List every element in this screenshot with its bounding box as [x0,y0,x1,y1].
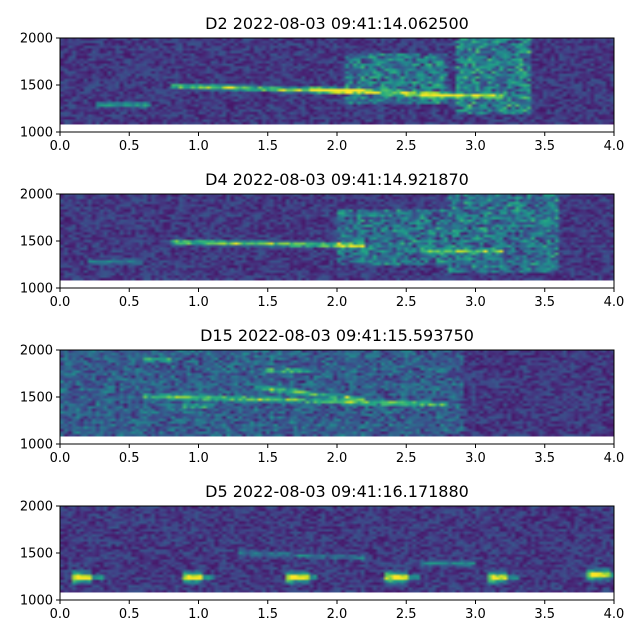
x-tick-label: 0.0 [50,451,71,466]
spectrogram-image [60,350,614,437]
x-tick-label: 3.5 [534,139,555,154]
x-tick-label: 0.0 [50,295,71,310]
x-tick-label: 2.0 [327,607,348,622]
x-tick-label: 2.5 [396,607,417,622]
y-tick-label: 1000 [20,282,53,297]
x-tick-label: 3.0 [465,607,486,622]
spectrogram-panel-2: D4 2022-08-03 09:41:14.921870 0.0 0.5 1.0 1.… [20,170,624,310]
y-tick-label: 2000 [20,32,53,47]
x-tick-label: 0.5 [119,607,140,622]
x-tick-label: 1.0 [188,607,209,622]
x-tick-label: 2.5 [396,451,417,466]
panel-title: D4 2022-08-03 09:41:14.921870 [205,170,469,189]
x-tick-label: 3.5 [534,295,555,310]
panel-title: D15 2022-08-03 09:41:15.593750 [200,326,474,345]
x-tick-label: 4.0 [604,139,625,154]
y-tick-label: 2000 [20,500,53,515]
spectrogram-image [60,506,614,593]
x-tick-label: 3.0 [465,139,486,154]
y-tick-label: 1000 [20,438,53,453]
x-tick-label: 2.5 [396,139,417,154]
y-tick-label: 2000 [20,188,53,203]
x-tick-label: 1.0 [188,295,209,310]
x-tick-label: 4.0 [604,451,625,466]
y-tick-label: 2000 [20,344,53,359]
y-tick-label: 1500 [20,235,53,250]
spectrogram-image [60,194,614,281]
y-tick-label: 1000 [20,594,53,609]
x-tick-label: 0.0 [50,607,71,622]
x-tick-label: 0.5 [119,139,140,154]
panel-title: D5 2022-08-03 09:41:16.171880 [205,482,469,501]
x-tick-label: 1.5 [257,451,278,466]
y-tick-label: 1000 [20,126,53,141]
x-tick-label: 1.5 [257,607,278,622]
x-tick-label: 3.5 [534,451,555,466]
x-tick-label: 3.5 [534,607,555,622]
x-tick-label: 0.5 [119,295,140,310]
x-tick-label: 2.0 [327,139,348,154]
spectrogram-panel-1: D2 2022-08-03 09:41:14.062500 0.0 0.5 1.0 1.… [20,14,624,154]
spectrogram-panel-4: D5 2022-08-03 09:41:16.171880 0.0 0.5 1.0 1.… [20,482,624,622]
x-tick-label: 2.0 [327,295,348,310]
y-tick-label: 1500 [20,391,53,406]
panel-title: D2 2022-08-03 09:41:14.062500 [205,14,469,33]
y-tick-label: 1500 [20,547,53,562]
x-tick-label: 2.5 [396,295,417,310]
spectrogram-image [60,38,614,125]
x-tick-label: 3.0 [465,295,486,310]
x-tick-label: 1.5 [257,295,278,310]
x-tick-label: 4.0 [604,295,625,310]
y-tick-label: 1500 [20,79,53,94]
x-tick-label: 0.0 [50,139,71,154]
spectrogram-panel-3: D15 2022-08-03 09:41:15.593750 0.0 0.5 1.0 1… [20,326,624,466]
x-tick-label: 1.0 [188,451,209,466]
x-tick-label: 4.0 [604,607,625,622]
x-tick-label: 0.5 [119,451,140,466]
x-tick-label: 1.5 [257,139,278,154]
x-tick-label: 1.0 [188,139,209,154]
x-tick-label: 3.0 [465,451,486,466]
x-tick-label: 2.0 [327,451,348,466]
